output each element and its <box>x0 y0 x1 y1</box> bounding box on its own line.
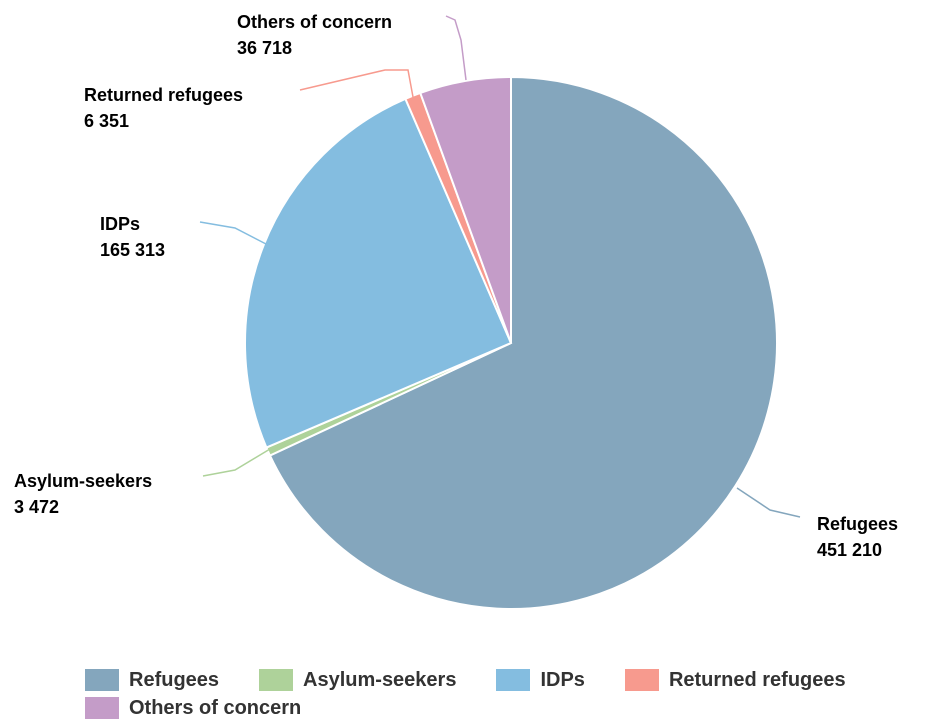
slice-label-value: 3 472 <box>14 497 59 517</box>
slice-label-value: 36 718 <box>237 38 292 58</box>
slice-label-name: IDPs <box>100 214 140 234</box>
slice-label-name: Asylum-seekers <box>14 471 152 491</box>
slice-label-name: Returned refugees <box>84 85 243 105</box>
leader-line-others-of-concern <box>445 15 467 81</box>
legend-label: Asylum-seekers <box>303 669 457 691</box>
leader-lines <box>199 15 801 518</box>
legend-swatch <box>624 669 659 691</box>
pie-slice-others-of-concern <box>419 75 512 344</box>
legend-item: Refugees <box>85 666 219 694</box>
pie-slice-idps <box>243 97 513 449</box>
legend-item: Returned refugees <box>624 666 846 694</box>
legend-swatch <box>85 697 119 719</box>
pie-slice-refugees <box>268 75 778 610</box>
leader-line-asylum-seekers <box>202 448 271 477</box>
leader-line-returned-refugees <box>299 69 414 98</box>
legend-item: Others of concern <box>85 694 301 722</box>
legend-item: Asylum-seekers <box>259 666 456 694</box>
legend-swatch <box>85 669 119 691</box>
slice-label-value: 165 313 <box>100 240 165 260</box>
legend: Refugees Asylum-seekers IDPs Returned refug… <box>85 666 935 722</box>
legend-label: IDPs <box>540 669 585 691</box>
slice-label-value: 451 210 <box>817 540 882 560</box>
slice-label-name: Others of concern <box>237 12 392 32</box>
leader-line-idps <box>199 221 267 245</box>
legend-label: Others of concern <box>129 697 302 719</box>
pie-slices <box>243 75 778 610</box>
slice-label-value: 6 351 <box>84 111 129 131</box>
legend-swatch <box>496 669 531 691</box>
legend-label: Refugees <box>129 669 220 691</box>
legend-item: IDPs <box>496 666 585 694</box>
legend-swatch <box>259 669 294 691</box>
leader-line-refugees <box>736 487 801 518</box>
slice-label-name: Refugees <box>817 514 898 534</box>
slice-labels: Refugees 451 210 Asylum-seekers 3 472 IDPs 16… <box>14 12 898 560</box>
legend-label: Returned refugees <box>668 669 846 691</box>
